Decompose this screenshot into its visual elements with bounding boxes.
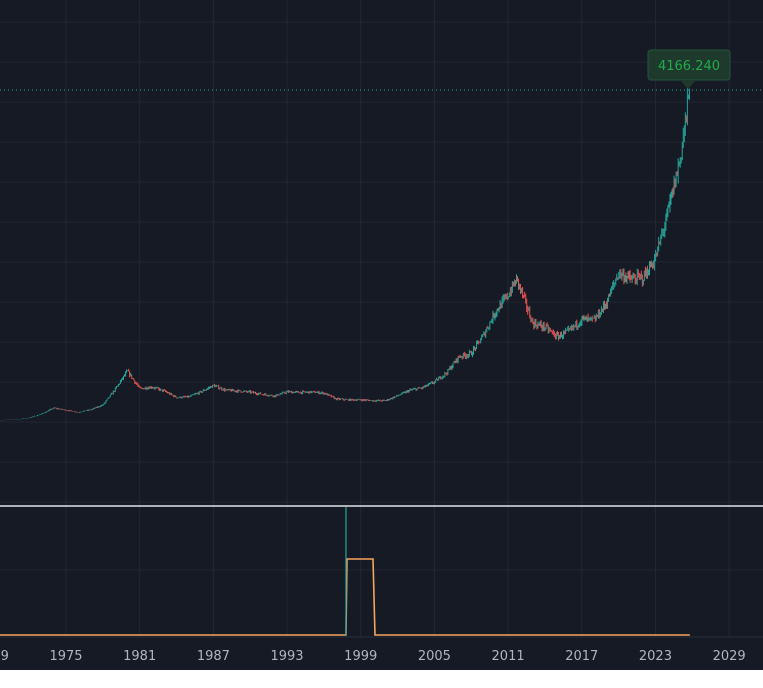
x-tick-label: 2017 [565,649,598,664]
x-tick-label: 1999 [344,649,377,664]
x-tick-label: 1981 [123,649,156,664]
x-tick-label: 1975 [49,649,82,664]
x-tick-label: 2029 [713,649,746,664]
x-tick-label: 1987 [197,649,230,664]
x-tick-label: 2011 [492,649,525,664]
chart-canvas[interactable]: 4166.240 1969 1975 1981 1987 1993 1999 2005 201… [0,0,763,670]
time-axis[interactable]: 1969 1975 1981 1987 1993 1999 2005 2011 2017 2023… [0,649,746,664]
indicator-pane [0,507,690,636]
last-price-value: 4166.240 [658,59,720,74]
x-tick-label: 2005 [418,649,451,664]
indicator-line [0,558,690,636]
x-tick-label: 1969 [0,649,9,664]
grid-lines [0,0,763,637]
x-tick-label: 1993 [270,649,303,664]
x-tick-label: 2023 [639,649,672,664]
price-chart[interactable]: 4166.240 1969 1975 1981 1987 1993 1999 2005 201… [0,0,763,670]
candles [0,87,690,421]
last-price-label: 4166.240 [647,49,731,89]
